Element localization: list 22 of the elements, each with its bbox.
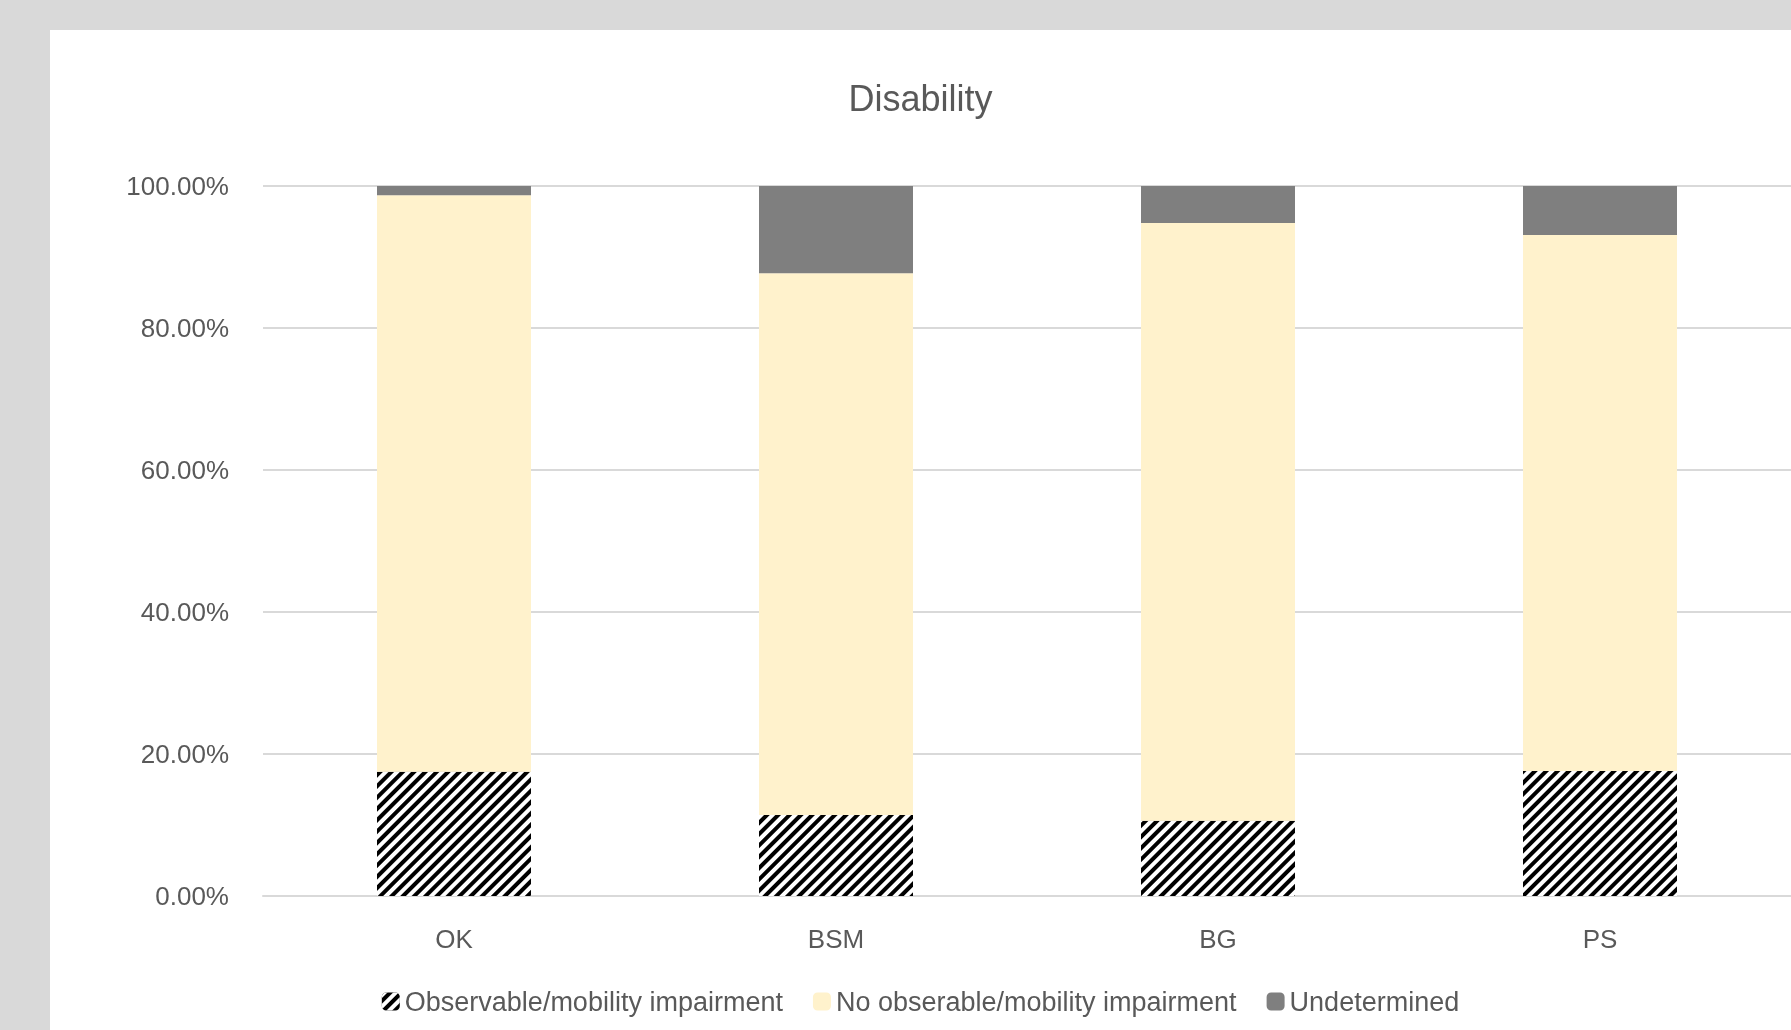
chart-title: Disability xyxy=(848,77,993,119)
legend-label: No obserable/mobility impairment xyxy=(835,986,1238,1017)
x-tick-label: PS xyxy=(1582,924,1618,954)
bar xyxy=(1141,186,1295,223)
bar xyxy=(1523,186,1677,235)
y-tick-label: 60.00% xyxy=(140,455,229,485)
x-tick-label: BSM xyxy=(807,924,865,954)
x-tick-label: OK xyxy=(435,924,474,954)
legend-label: Undetermined xyxy=(1289,986,1460,1017)
y-tick-label: 40.00% xyxy=(140,597,229,627)
y-tick-label: 0.00% xyxy=(155,881,229,911)
legend-label: Observable/mobility impairment xyxy=(404,986,784,1017)
bar xyxy=(377,195,531,772)
bar xyxy=(1523,234,1677,772)
y-tick-label: 100.00% xyxy=(126,171,229,201)
bar xyxy=(759,273,913,816)
bar xyxy=(377,186,531,196)
x-tick-label: BG xyxy=(1199,924,1237,954)
y-tick-label: 20.00% xyxy=(140,739,229,769)
y-tick-label: 80.00% xyxy=(140,313,229,343)
bar xyxy=(1141,222,1295,821)
bar xyxy=(759,186,913,274)
